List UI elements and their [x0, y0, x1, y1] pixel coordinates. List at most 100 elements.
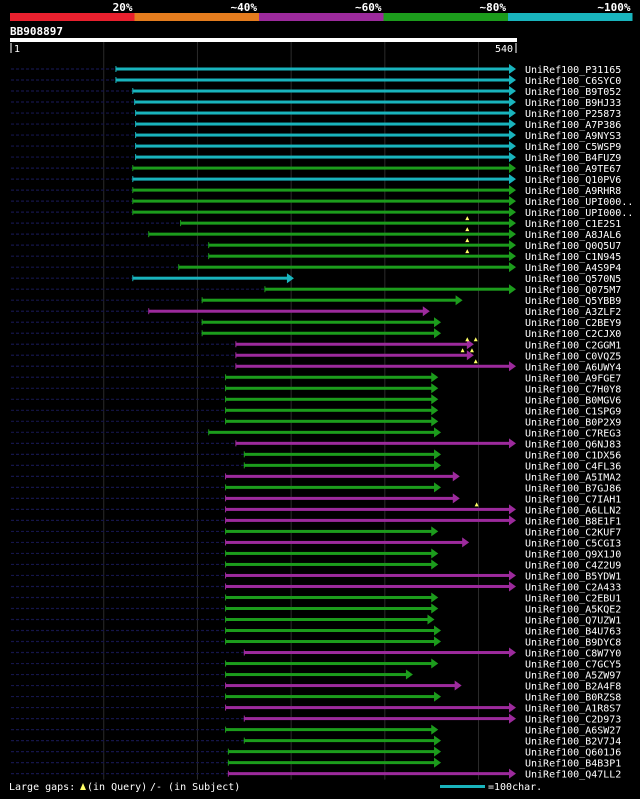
hit-row: UniRef100_A1R8S7 [11, 702, 621, 715]
hit-row: UniRef100_Q47LL2 [11, 768, 621, 781]
hit-row: UniRef100_C2CJX0 [11, 328, 621, 340]
hit-row: UniRef100_UPI000.. [11, 196, 633, 208]
hit-label: UniRef100_Q570N5 [525, 274, 621, 285]
hit-label: UniRef100_B0P2X9 [525, 417, 621, 428]
hit-arrowhead [509, 130, 516, 141]
hit-arrowhead [509, 251, 516, 262]
hit-label: UniRef100_B8E1F1 [525, 516, 621, 527]
hit-label: UniRef100_C1DX56 [525, 450, 621, 461]
hit-arrowhead [509, 86, 516, 97]
hit-arrowhead [434, 427, 442, 438]
hit-row: UniRef100_B9T052 [11, 86, 621, 98]
hit-label: UniRef100_B9HJ33 [525, 98, 621, 109]
query-id: BB908897 [10, 25, 63, 38]
hit-label: UniRef100_C1E2S1 [525, 219, 621, 230]
gap-marker [465, 337, 470, 342]
hit-row: UniRef100_A4S9P4 [11, 262, 621, 274]
hit-row: UniRef100_A6UWY4 [11, 361, 621, 373]
hit-bar [225, 386, 433, 390]
hit-bar [228, 772, 511, 776]
hit-bar [235, 441, 511, 445]
hit-arrowhead [509, 713, 516, 724]
hit-row: UniRef100_B8E1F1 [11, 515, 621, 527]
hit-label: UniRef100_C4Z2U9 [525, 560, 621, 571]
hit-arrowhead [509, 174, 516, 185]
legend-swatch [508, 13, 633, 21]
hit-label: UniRef100_C2EBU1 [525, 593, 621, 604]
hit-label: UniRef100_Q0Q5U7 [525, 241, 621, 252]
hit-label: UniRef100_Q075M7 [525, 285, 621, 296]
hit-label: UniRef100_P31165 [525, 65, 621, 76]
query-bar [10, 38, 517, 42]
hit-bar [135, 111, 510, 115]
hit-arrowhead [509, 141, 516, 152]
hit-row: UniRef100_A6SW27 [11, 724, 621, 737]
hit-label: UniRef100_A4S9P4 [525, 263, 621, 274]
hit-arrowhead [466, 339, 474, 350]
hit-arrowhead [509, 570, 516, 581]
hit-bar [225, 629, 436, 633]
hit-row: UniRef100_Q6NJ83 [11, 438, 621, 450]
gap-marker [465, 227, 470, 232]
hit-bar [132, 177, 510, 181]
hit-arrowhead [434, 460, 442, 471]
hit-bar [225, 706, 510, 710]
hit-label: UniRef100_A8JAL6 [525, 230, 621, 241]
hit-bar [225, 662, 433, 666]
hit-label: UniRef100_Q5YBB9 [525, 296, 621, 307]
hit-row: UniRef100_C5WSP9 [11, 141, 621, 153]
hit-row: UniRef100_B4B3P1 [11, 757, 621, 770]
hit-bar [225, 419, 433, 423]
hit-bar [225, 728, 433, 732]
query-axis: BB908897 1 540 [10, 25, 517, 55]
gap-marker [460, 348, 465, 353]
hit-row: UniRef100_C1DX56 [11, 449, 621, 461]
legend-label: ~60% [355, 1, 382, 14]
hit-label: UniRef100_B5YDW1 [525, 571, 621, 582]
gap-marker [473, 337, 478, 342]
hit-arrowhead [431, 548, 439, 559]
hit-arrowhead [509, 185, 516, 196]
hit-label: UniRef100_Q10PV6 [525, 175, 621, 186]
hit-row: UniRef100_C4FL36 [11, 460, 621, 472]
hit-bar [235, 353, 468, 357]
hit-row: UniRef100_A5IMA2 [11, 471, 621, 483]
hit-row: UniRef100_A6LLN2 [11, 504, 621, 516]
hit-bar [225, 529, 433, 533]
gap-marker [473, 359, 478, 364]
hit-arrowhead [431, 603, 439, 614]
hit-label: UniRef100_A9TE67 [525, 164, 621, 175]
hit-label: UniRef100_C0VQZ5 [525, 351, 621, 362]
hit-label: UniRef100_C1SPG9 [525, 406, 621, 417]
hit-arrowhead [431, 394, 439, 405]
hit-label: UniRef100_B0MGV6 [525, 395, 621, 406]
legend-label: ~100% [597, 1, 630, 14]
hit-bar [132, 210, 510, 214]
hit-bar [225, 474, 454, 478]
hit-arrowhead [509, 768, 516, 779]
hit-bar [132, 199, 510, 203]
hit-bar [202, 320, 436, 324]
hit-bar [180, 221, 510, 225]
hit-label: UniRef100_C7IAH1 [525, 494, 621, 505]
hit-label: UniRef100_A5ZW97 [525, 671, 621, 682]
hit-row: UniRef100_C2KUF7 [11, 526, 621, 538]
hit-row: UniRef100_P31165 [11, 64, 621, 76]
hit-arrowhead [509, 581, 516, 592]
hit-arrowhead [509, 218, 516, 229]
hit-row: UniRef100_C0VQZ5 [11, 350, 621, 362]
hit-row: UniRef100_C6SYC0 [11, 75, 621, 87]
hit-label: UniRef100_A3ZLF2 [525, 307, 621, 318]
hit-arrowhead [452, 493, 460, 504]
hit-arrowhead [509, 284, 516, 295]
hit-row: UniRef100_Q5YBB9 [11, 295, 621, 307]
hit-arrowhead [455, 295, 463, 306]
hit-row: UniRef100_Q9X1J0 [11, 548, 621, 560]
hit-row: UniRef100_B0RZS8 [11, 691, 621, 704]
hit-bar [202, 331, 436, 335]
hit-label: UniRef100_C2A433 [525, 582, 621, 593]
hit-row: UniRef100_Q0Q5U7 [11, 240, 621, 252]
hit-row: UniRef100_C2BEY9 [11, 317, 621, 329]
hit-label: UniRef100_B7GJ86 [525, 483, 621, 494]
hit-label: UniRef100_B4B3P1 [525, 759, 621, 770]
